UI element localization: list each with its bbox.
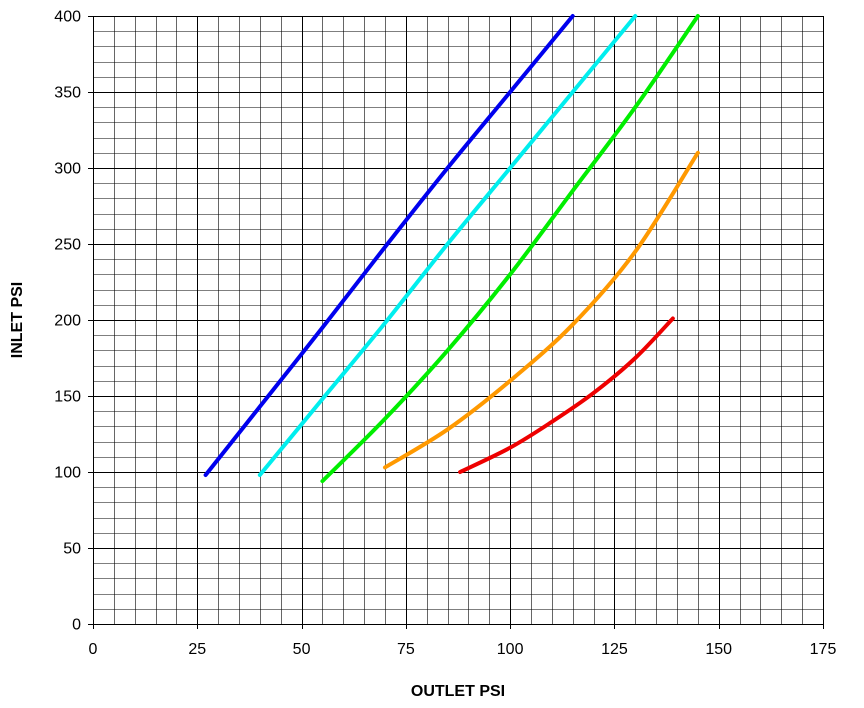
y-tick-label: 250 bbox=[54, 237, 81, 254]
series-line-1 bbox=[203, 14, 575, 478]
x-tick-label: 125 bbox=[601, 641, 628, 658]
y-tick-label: 400 bbox=[54, 9, 81, 26]
y-tick-label: 300 bbox=[54, 161, 81, 178]
y-tick-labels: 0 50 100 150 200 250 300 350 400 bbox=[54, 9, 81, 634]
y-tick-label: 200 bbox=[54, 313, 81, 330]
y-tick-label: 50 bbox=[63, 541, 81, 558]
y-axis-title: INLET PSI bbox=[9, 282, 26, 358]
axes bbox=[88, 16, 824, 629]
plot-frame bbox=[93, 16, 824, 625]
y-tick-label: 0 bbox=[72, 617, 81, 634]
series-line-4 bbox=[383, 150, 700, 470]
series-line-3 bbox=[320, 14, 700, 484]
x-axis-title: OUTLET PSI bbox=[411, 683, 505, 700]
x-tick-label: 100 bbox=[497, 641, 524, 658]
x-tick-label: 75 bbox=[397, 641, 415, 658]
y-tick-label: 150 bbox=[54, 389, 81, 406]
y-tick-label: 100 bbox=[54, 465, 81, 482]
x-tick-labels: 0 25 50 75 100 125 150 175 bbox=[89, 641, 837, 658]
x-tick-label: 50 bbox=[293, 641, 311, 658]
series-line-2 bbox=[257, 14, 638, 478]
x-tick-label: 150 bbox=[705, 641, 732, 658]
series-layer bbox=[203, 14, 700, 484]
series-line-5 bbox=[458, 316, 675, 474]
x-tick-label: 25 bbox=[188, 641, 206, 658]
y-tick-label: 350 bbox=[54, 85, 81, 102]
x-tick-label: 0 bbox=[89, 641, 98, 658]
x-tick-label: 175 bbox=[810, 641, 837, 658]
